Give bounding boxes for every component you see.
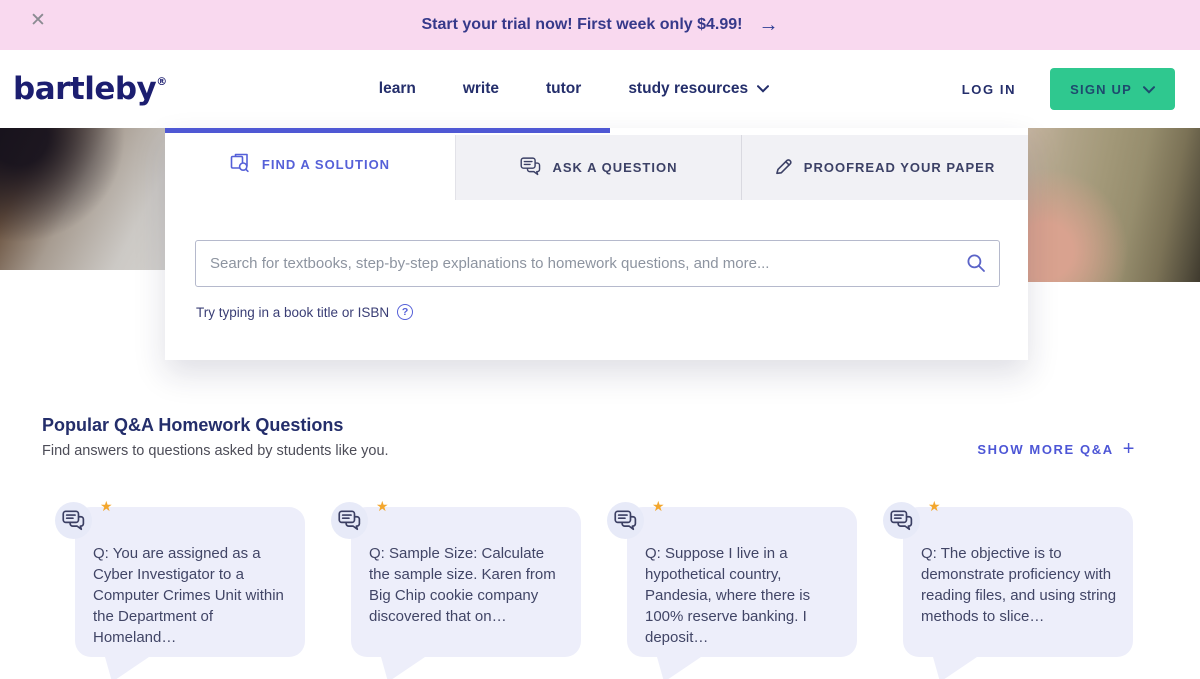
active-tab-indicator [165,128,610,133]
question-text: Q: You are assigned as a Cyber Investiga… [93,545,284,646]
hint-text: Try typing in a book title or ISBN [196,304,390,320]
qa-card[interactable]: Q: You are assigned as a Cyber Investiga… [55,499,305,679]
search-hint: Try typing in a book title or ISBN ? [196,304,414,320]
search-icon[interactable] [966,253,986,276]
question-text: Q: The objective is to demonstrate profi… [921,545,1117,625]
chat-badge [883,502,920,539]
question-bubble: Q: The objective is to demonstrate profi… [903,507,1133,657]
promo-banner[interactable]: ✕ Start your trial now! First week only … [0,0,1200,50]
chat-badge [607,502,644,539]
question-text: Q: Suppose I live in a hypothetical coun… [645,545,811,646]
star-icon: ★ [652,498,665,514]
qa-card[interactable]: Q: The objective is to demonstrate profi… [883,499,1133,679]
tab-label: FIND A SOLUTION [261,156,391,172]
bubble-tail [933,657,977,679]
chat-bubble-icon [337,510,360,531]
qa-header: Popular Q&A Homework Questions Find answ… [42,415,1136,459]
tab-label: ASK A QUESTION [552,160,678,175]
qa-cards-row: Q: You are assigned as a Cyber Investiga… [55,499,1200,679]
search-input[interactable] [195,240,1000,287]
tab-label: PROOFREAD YOUR PAPER [803,160,996,175]
bubble-tail [105,657,149,679]
section-title: Popular Q&A Homework Questions [42,415,344,435]
qa-card[interactable]: Q: Suppose I live in a hypothetical coun… [607,499,857,679]
tab-ask-a-question[interactable]: ASK A QUESTION [455,135,741,200]
tab-proofread-your-paper[interactable]: PROOFREAD YOUR PAPER [741,135,1028,200]
chat-badge [55,502,92,539]
hero-section: FIND A SOLUTION ASK A QUESTION [0,128,1200,360]
show-more-qa-button[interactable]: SHOW MORE Q&A + [977,439,1136,459]
close-icon[interactable]: ✕ [30,10,46,31]
study-resources-label: study resources [628,80,749,97]
signup-label: SIGN UP [1070,81,1132,97]
promo-banner-text: Start your trial now! First week only $4… [421,16,743,33]
star-icon: ★ [100,498,113,514]
qa-heading-block: Popular Q&A Homework Questions Find answ… [42,415,389,459]
auth-area: LOG IN SIGN UP [962,68,1175,110]
help-icon[interactable]: ? [397,304,414,320]
hero-photo-right [1028,128,1200,282]
pencil-icon [775,157,793,178]
logo-text: bartleby [13,71,157,107]
site-header: bartleby® learn write tutor study resour… [0,50,1200,128]
question-text: Q: Sample Size: Calculate the sample siz… [369,545,556,625]
login-link[interactable]: LOG IN [961,81,1017,97]
main-nav: learn write tutor study resources [378,80,770,98]
signup-button[interactable]: SIGN UP [1050,68,1175,110]
arrow-right-icon[interactable]: → [758,13,779,36]
chevron-down-icon [1143,82,1155,97]
chat-badge [331,502,368,539]
nav-item-tutor[interactable]: tutor [546,80,582,97]
section-subtitle: Find answers to questions asked by stude… [42,443,389,459]
search-bar [195,240,1000,287]
popular-qa-section: Popular Q&A Homework Questions Find answ… [0,415,1200,679]
plus-icon: + [1122,438,1136,460]
star-icon: ★ [376,498,389,514]
tab-find-a-solution[interactable]: FIND A SOLUTION [165,128,455,200]
question-bubble: Q: Suppose I live in a hypothetical coun… [627,507,857,657]
chat-bubble-icon [61,510,84,531]
question-bubble: Q: You are assigned as a Cyber Investiga… [75,507,305,657]
chevron-down-icon [757,80,770,98]
qa-card[interactable]: Q: Sample Size: Calculate the sample siz… [331,499,581,679]
nav-item-study-resources[interactable]: study resources [628,80,770,98]
show-more-label: SHOW MORE Q&A [977,441,1114,457]
search-card-body: Try typing in a book title or ISBN ? [165,200,1028,360]
nav-item-learn[interactable]: learn [378,80,416,97]
bubble-tail [381,657,425,679]
tab-bar: FIND A SOLUTION ASK A QUESTION [165,128,1028,200]
chat-bubble-icon [613,510,636,531]
star-icon: ★ [928,498,941,514]
solution-icon [230,153,251,176]
search-card: FIND A SOLUTION ASK A QUESTION [165,128,1028,360]
registered-mark: ® [156,75,167,88]
nav-item-write[interactable]: write [462,80,500,97]
bubble-tail [657,657,701,679]
bartleby-logo[interactable]: bartleby® [13,71,167,107]
chat-bubble-icon [889,510,912,531]
chat-bubble-icon [520,156,542,179]
question-bubble: Q: Sample Size: Calculate the sample siz… [351,507,581,657]
